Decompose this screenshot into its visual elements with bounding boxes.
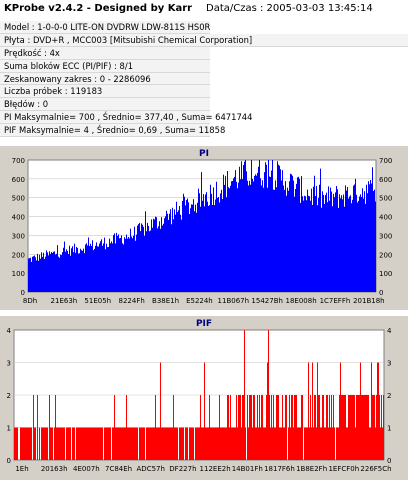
pi-y-tick-label: 700: [12, 157, 25, 165]
pif-x-tick-label: 1EFCF0h: [328, 465, 359, 473]
pif-x-tick-label: 1817F6h: [264, 465, 295, 473]
pif-y-tick-label: 3: [7, 360, 11, 368]
info-row-ecc: Suma bloków ECC (PI/PIF) : 8/1: [0, 59, 210, 73]
pi-y-tick-label: 500: [12, 195, 25, 203]
pi-y-tick-label: 200: [12, 251, 25, 259]
app-title: KProbe v2.4.2 - Designed by Karr: [4, 3, 193, 14]
pi-series: [28, 160, 376, 292]
pi-y-tick-label-right: 200: [379, 251, 392, 259]
pif-y-tick-label: 0: [7, 457, 11, 465]
pi-x-tick-label: 8Dh: [23, 297, 37, 305]
pif-x-tick-label: 1Eh: [15, 465, 28, 473]
pi-y-tick-label-right: 100: [379, 270, 392, 278]
pif-x-tick-label: 14B01Fh: [232, 465, 263, 473]
pi-y-tick-label-right: 500: [379, 195, 392, 203]
pif-x-tick-label: 226F5Ch: [360, 465, 391, 473]
pi-y-tick-label: 100: [12, 270, 25, 278]
info-row-disc: Płyta : DVD+R , MCC003 [Mitsubishi Chemi…: [0, 33, 408, 47]
pi-x-tick-label: 8224Fh: [119, 297, 145, 305]
pif-chart-panel: PIF 4 4 3 3 2 2 1 1 0 0 1Eh 20163h 4E007h 7C84Eh ADC5…: [0, 316, 408, 480]
date-time: Data/Czas : 2005-03-03 13:45:14: [206, 3, 373, 14]
info-row-speed: Prędkość : 4x: [0, 46, 210, 60]
pif-x-tick-label: 112EE2h: [200, 465, 231, 473]
pi-x-tick-label: 1C7EFFh: [320, 297, 351, 305]
info-row-errors: Błędów : 0: [0, 98, 210, 112]
pif-y-tick-label-right: 0: [387, 457, 391, 465]
info-row-pif-stats: PIF Maksymalnie= 4 , Średnio= 0,69 , Sum…: [0, 124, 225, 138]
info-row-samples: Liczba próbek : 119183: [0, 85, 210, 99]
pi-x-tick-label: E5224h: [186, 297, 213, 305]
pi-y-tick-label: 400: [12, 214, 25, 222]
pi-y-tick-label: 0: [21, 289, 25, 297]
pi-y-tick-label: 600: [12, 176, 25, 184]
header: KProbe v2.4.2 - Designed by Karr Data/Cz…: [0, 0, 408, 18]
pi-y-tick-label-right: 700: [379, 157, 392, 165]
pi-x-tick-label: 11B067h: [218, 297, 250, 305]
pi-x-tick-label: 15427Bh: [251, 297, 283, 305]
pi-x-tick-label: 201B18h: [353, 297, 385, 305]
pi-y-tick-label: 300: [12, 232, 25, 240]
pif-x-tick-label: 1B8E2Fh: [296, 465, 327, 473]
info-row-pi-stats: PI Maksymalnie= 700 , Średnio= 377,40 , …: [0, 111, 252, 125]
pi-chart: PI 700 700 600 600 500 500 400 400 300 300 200 200 1…: [0, 146, 408, 310]
pif-y-tick-label-right: 4: [387, 327, 392, 335]
pif-x-tick-label: 7C84Eh: [105, 465, 132, 473]
pi-y-tick-label-right: 600: [379, 176, 392, 184]
pif-y-tick-label-right: 1: [387, 425, 391, 433]
pi-chart-panel: PI 700 700 600 600 500 500 400 400 300 300 200 200 1…: [0, 146, 408, 310]
pif-y-tick-label: 4: [7, 327, 12, 335]
pi-y-tick-label-right: 400: [379, 214, 392, 222]
pif-chart-title: PIF: [196, 319, 212, 329]
pi-x-tick-label: 18E008h: [286, 297, 317, 305]
pi-x-tick-label: 21E63h: [51, 297, 78, 305]
pif-x-tick-label: 4E007h: [73, 465, 100, 473]
info-row-range: Zeskanowany zakres : 0 - 2286096: [0, 72, 210, 86]
pi-y-tick-label-right: 300: [379, 232, 392, 240]
pi-chart-title: PI: [199, 149, 209, 159]
info-table: Model : 1-0-0-0 LITE-ON DVDRW LDW-811S H…: [0, 21, 408, 138]
pif-chart: PIF 4 4 3 3 2 2 1 1 0 0 1Eh 20163h 4E007h 7C84Eh ADC5…: [0, 316, 408, 480]
pi-y-tick-label-right: 0: [379, 289, 383, 297]
pi-x-tick-label: 51E05h: [84, 297, 111, 305]
pif-x-tick-label: DF227h: [169, 465, 196, 473]
pif-x-tick-label: ADC57h: [137, 465, 165, 473]
pif-y-tick-label-right: 2: [387, 392, 391, 400]
pi-x-tick-label: B38E1h: [152, 297, 179, 305]
pif-y-tick-label-right: 3: [387, 360, 391, 368]
pif-x-tick-label: 20163h: [41, 465, 68, 473]
info-row-model: Model : 1-0-0-0 LITE-ON DVDRW LDW-811S H…: [0, 21, 210, 34]
pif-series: [14, 330, 384, 460]
pif-y-tick-label: 1: [7, 425, 11, 433]
pif-y-tick-label: 2: [7, 392, 11, 400]
